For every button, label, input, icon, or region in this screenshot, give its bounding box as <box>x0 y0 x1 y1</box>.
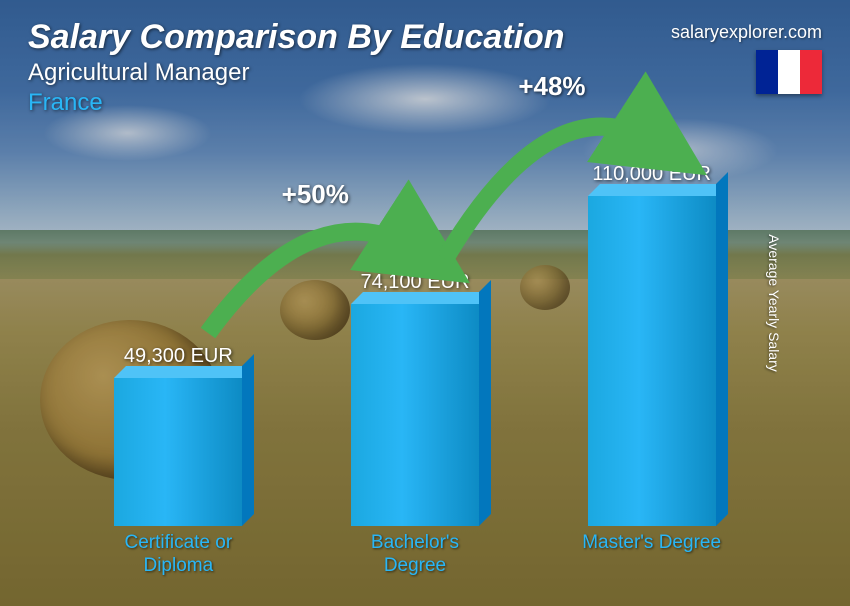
flag-stripe <box>778 50 800 94</box>
bar-wrap: 49,300 EUR <box>103 345 253 526</box>
job-title: Agricultural Manager <box>28 59 565 87</box>
bar-chart: 49,300 EUR 74,100 EUR 110,000 EUR Certific… <box>60 140 770 582</box>
percent-increase-badge: +50% <box>282 179 349 210</box>
bar-side-face <box>242 354 254 526</box>
bars-container: 49,300 EUR 74,100 EUR 110,000 EUR <box>60 140 770 526</box>
flag-stripe <box>756 50 778 94</box>
bar-side-face <box>716 172 728 526</box>
flag-stripe <box>800 50 822 94</box>
bar <box>114 378 242 526</box>
bar-front-face <box>588 196 716 526</box>
bar-side-face <box>479 280 491 526</box>
page-title: Salary Comparison By Education <box>28 18 565 57</box>
bar-value-label: 110,000 EUR <box>592 163 711 186</box>
bar-front-face <box>351 304 479 526</box>
bar-top-face <box>351 292 491 304</box>
category-label: Certificate or Diploma <box>103 532 253 582</box>
watermark: salaryexplorer.com <box>671 22 822 43</box>
category-label: Bachelor's Degree <box>340 532 490 582</box>
country-label: France <box>28 89 565 117</box>
percent-increase-badge: +48% <box>518 71 585 102</box>
bar-top-face <box>114 366 254 378</box>
bar-top-face <box>588 184 728 196</box>
bar-value-label: 74,100 EUR <box>361 271 470 294</box>
bar-wrap: 74,100 EUR <box>340 271 490 526</box>
header: Salary Comparison By Education Agricultu… <box>28 18 565 117</box>
bar-wrap: 110,000 EUR <box>577 163 727 526</box>
bar <box>351 304 479 526</box>
france-flag-icon <box>756 50 822 94</box>
bar <box>588 196 716 526</box>
bar-value-label: 49,300 EUR <box>124 345 233 368</box>
category-labels: Certificate or Diploma Bachelor's Degree M… <box>60 532 770 582</box>
category-label: Master's Degree <box>577 532 727 582</box>
bar-front-face <box>114 378 242 526</box>
